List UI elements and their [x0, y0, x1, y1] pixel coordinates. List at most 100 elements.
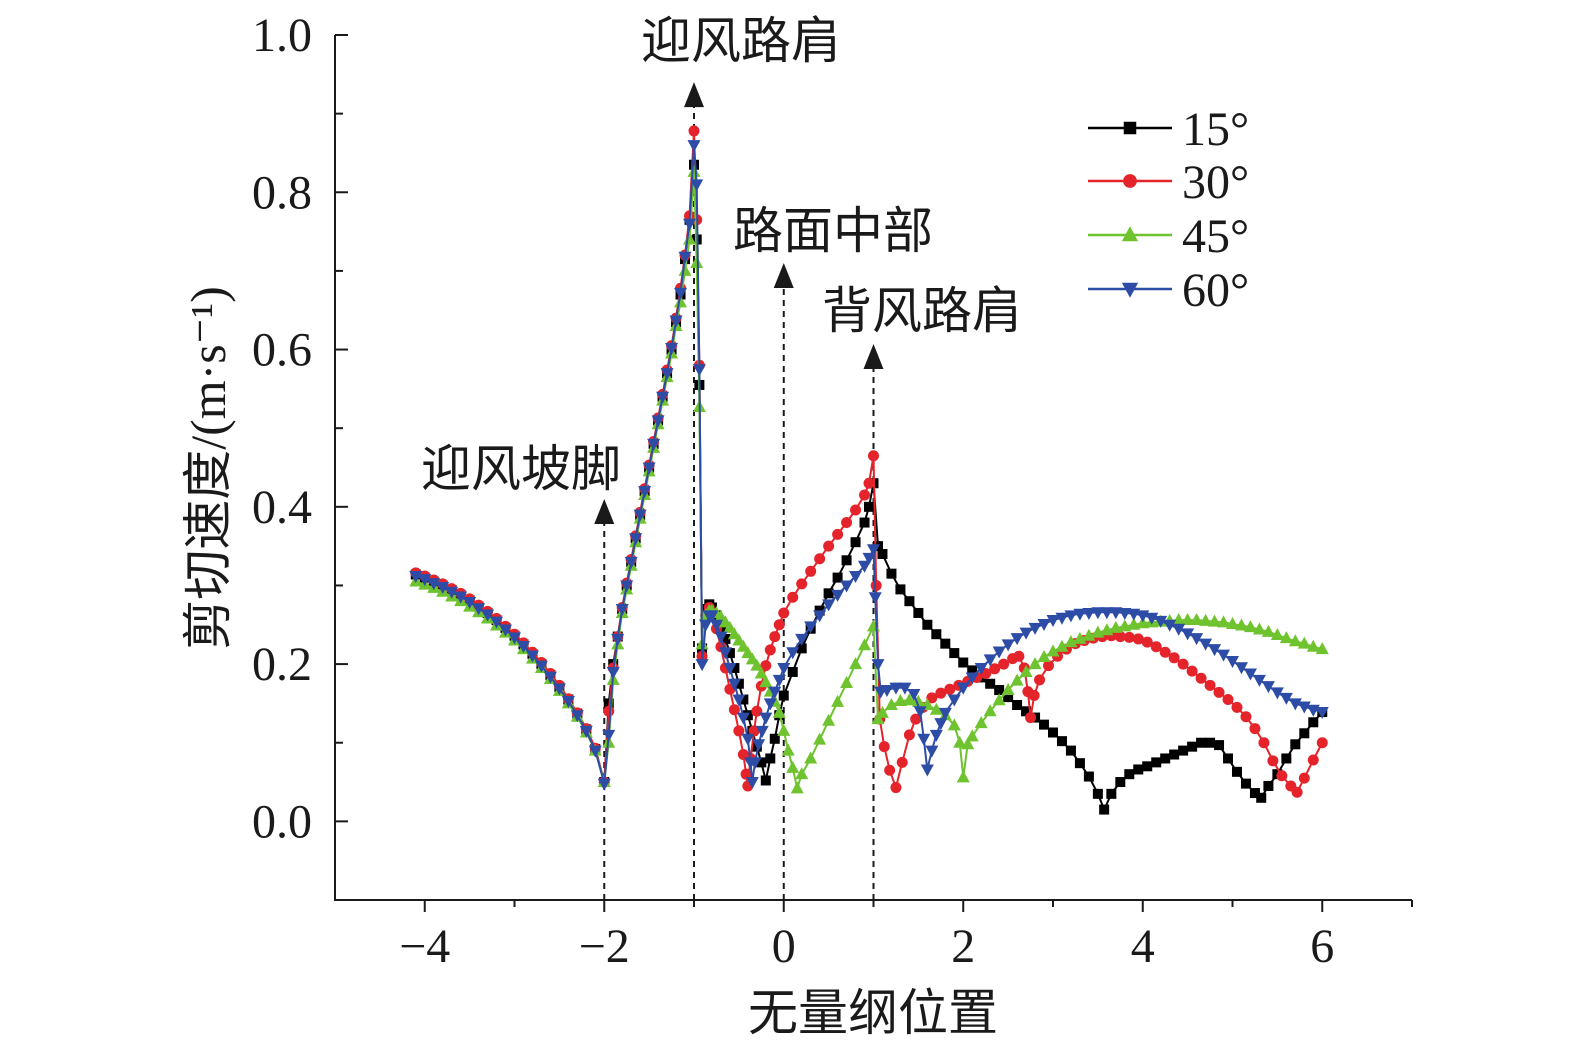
- legend-entry: 45°: [1088, 210, 1249, 263]
- data-point: [1092, 788, 1103, 799]
- data-point: [1231, 766, 1242, 777]
- data-point: [893, 694, 907, 707]
- data-point: [1055, 612, 1069, 625]
- data-point: [1099, 804, 1110, 815]
- data-point: [741, 733, 755, 746]
- data-point: [611, 633, 625, 646]
- data-point: [832, 572, 843, 583]
- data-point: [1141, 636, 1153, 648]
- data-point: [773, 619, 785, 631]
- data-point: [1249, 788, 1260, 799]
- data-point: [472, 603, 486, 616]
- data-point: [903, 729, 915, 741]
- data-point: [765, 753, 776, 764]
- data-point: [1190, 613, 1204, 626]
- data-point: [629, 533, 643, 546]
- data-point: [778, 690, 789, 701]
- legend-sample: [1088, 226, 1172, 242]
- data-point: [862, 552, 876, 565]
- data-point: [917, 733, 931, 746]
- data-point: [690, 179, 704, 192]
- data-point: [1243, 620, 1257, 633]
- data-point: [454, 591, 468, 604]
- data-point: [768, 686, 782, 699]
- data-point: [840, 580, 854, 593]
- data-point: [841, 555, 852, 566]
- data-point: [651, 415, 665, 428]
- legend-entry: 15°: [1088, 103, 1249, 156]
- data-point: [1082, 607, 1096, 620]
- annotation-arrowheads: [594, 82, 884, 524]
- data-point: [1073, 631, 1087, 644]
- data-point: [606, 666, 620, 679]
- data-point: [1297, 701, 1311, 714]
- data-point: [579, 725, 593, 738]
- data-point: [1037, 650, 1051, 663]
- data-point: [840, 675, 854, 688]
- data-point: [1281, 753, 1292, 764]
- legend-label: 30°: [1182, 156, 1249, 209]
- legend-sample: [1088, 282, 1172, 298]
- annotation-road-center: 路面中部: [733, 203, 933, 259]
- legend-label: 60°: [1182, 264, 1249, 317]
- data-point: [870, 579, 882, 591]
- data-point: [902, 693, 916, 706]
- data-point: [831, 589, 845, 602]
- data-point: [867, 544, 880, 557]
- data-point: [728, 704, 740, 716]
- data-point: [777, 663, 791, 676]
- data-point: [714, 631, 728, 644]
- data-point: [740, 768, 752, 780]
- data-point: [718, 647, 732, 660]
- data-point: [796, 643, 807, 654]
- data-point: [1177, 658, 1189, 670]
- data-point: [1055, 639, 1069, 652]
- y-tick-label: 0.2: [252, 638, 312, 691]
- data-point: [603, 705, 615, 717]
- data-point: [804, 621, 818, 634]
- y-tick-label: 1.0: [252, 9, 312, 62]
- data-point: [1298, 772, 1310, 784]
- data-point: [795, 767, 809, 780]
- data-point: [1064, 635, 1078, 648]
- data-point: [508, 632, 521, 645]
- data-point: [1154, 615, 1168, 628]
- data-point: [961, 737, 975, 750]
- data-point: [787, 591, 799, 603]
- data-point: [752, 739, 766, 752]
- data-point: [868, 450, 879, 462]
- data-point: [864, 501, 875, 512]
- data-point: [849, 657, 863, 670]
- data-point: [638, 486, 652, 499]
- data-point: [938, 707, 952, 720]
- data-point: [1315, 642, 1329, 655]
- data-point: [1046, 644, 1060, 657]
- data-point: [748, 757, 762, 770]
- x-tick-label: −2: [579, 920, 630, 973]
- data-point: [642, 462, 656, 475]
- data-point: [910, 713, 922, 725]
- x-tick-label: 2: [951, 920, 975, 973]
- data-point: [534, 660, 548, 673]
- data-point: [674, 287, 688, 300]
- data-point: [947, 718, 961, 731]
- data-point: [989, 663, 1001, 675]
- data-point: [615, 604, 629, 617]
- data-point: [1181, 613, 1195, 626]
- data-point: [709, 619, 723, 632]
- data-point: [1291, 786, 1303, 798]
- data-point: [871, 712, 885, 725]
- data-point: [620, 580, 634, 593]
- data-point: [1028, 657, 1042, 670]
- data-point: [1133, 764, 1144, 775]
- data-point: [1039, 719, 1050, 730]
- annotation-arrowhead: [594, 498, 615, 524]
- legend-label: 15°: [1182, 103, 1249, 156]
- data-point: [687, 140, 701, 153]
- data-point: [922, 619, 933, 630]
- y-axis-title: 剪切速度/(m·s⁻¹): [180, 286, 236, 650]
- data-point: [759, 712, 773, 725]
- data-point: [786, 760, 800, 773]
- data-point: [1308, 717, 1319, 728]
